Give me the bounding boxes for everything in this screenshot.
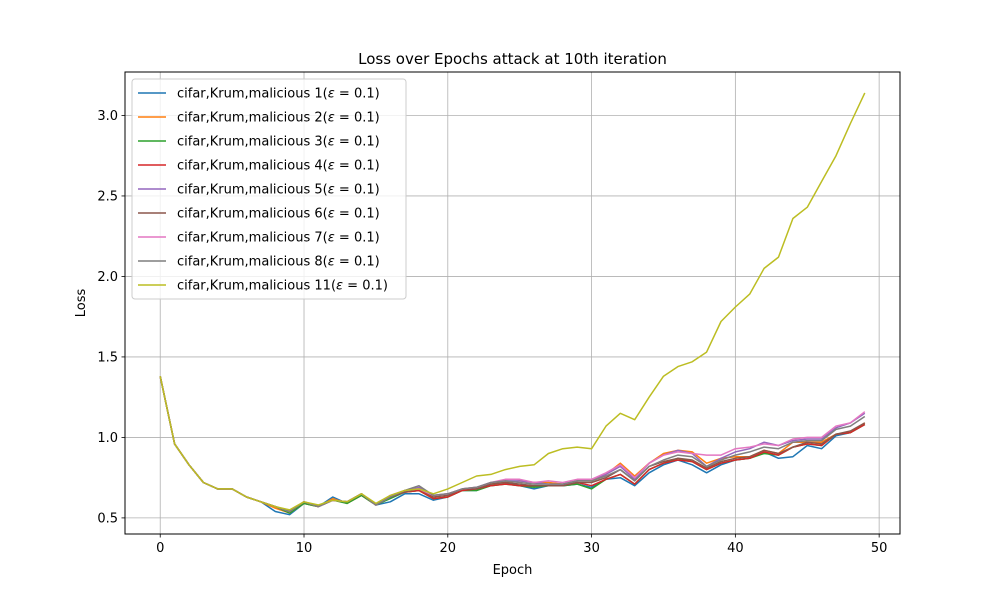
legend-box — [131, 78, 407, 300]
legend-epsilon-symbol: ε — [328, 207, 335, 222]
legend-epsilon-close: ) — [375, 111, 380, 126]
legend-epsilon-symbol: ε — [336, 279, 343, 294]
legend-epsilon-equals: = — [343, 279, 362, 294]
legend-entry: cifar,Krum,malicious 7(ε = 0.1) — [177, 231, 380, 246]
x-tick-label: 20 — [440, 541, 457, 556]
legend-epsilon-value: 0.1 — [354, 255, 375, 270]
legend-entry: cifar,Krum,malicious 6(ε = 0.1) — [177, 207, 380, 222]
series-line-9 — [159, 92, 866, 511]
legend-epsilon-value: 0.1 — [354, 87, 375, 102]
legend-epsilon-open: ( — [323, 159, 328, 174]
legend-epsilon-value: 0.1 — [362, 279, 383, 294]
legend-epsilon-symbol: ε — [328, 111, 335, 126]
x-tick-label: 30 — [583, 541, 600, 556]
grid — [125, 72, 900, 534]
y-tick-label: 3.0 — [97, 109, 118, 124]
legend-entry: cifar,Krum,malicious 11(ε = 0.1) — [177, 279, 388, 294]
legend-epsilon-close: ) — [375, 231, 380, 246]
legend-epsilon-symbol: ε — [328, 255, 335, 270]
plot-frame — [124, 71, 901, 535]
legend-epsilon-close: ) — [375, 207, 380, 222]
legend-series-name: cifar,Krum,malicious 5 — [177, 183, 323, 198]
y-tick-label: 1.0 — [97, 431, 118, 446]
legend-epsilon-equals: = — [335, 135, 354, 150]
x-axis-title: Epoch — [493, 563, 533, 578]
legend-series-name: cifar,Krum,malicious 8 — [177, 255, 323, 270]
legend-epsilon-open: ( — [323, 135, 328, 150]
legend-epsilon-symbol: ε — [328, 183, 335, 198]
legend-epsilon-value: 0.1 — [354, 183, 375, 198]
legend-epsilon-symbol: ε — [328, 231, 335, 246]
series-lines — [159, 92, 866, 516]
legend-epsilon-value: 0.1 — [354, 159, 375, 174]
legend-epsilon-equals: = — [335, 87, 354, 102]
legend-epsilon-close: ) — [375, 135, 380, 150]
legend-entry: cifar,Krum,malicious 1(ε = 0.1) — [177, 87, 380, 102]
chart-title: Loss over Epochs attack at 10th iteratio… — [358, 50, 667, 68]
legend-epsilon-open: ( — [323, 183, 328, 198]
legend-epsilon-close: ) — [375, 183, 380, 198]
y-axis-title: Loss — [74, 289, 89, 318]
legend-epsilon-value: 0.1 — [354, 111, 375, 126]
legend-entry: cifar,Krum,malicious 3(ε = 0.1) — [177, 135, 380, 150]
legend-epsilon-symbol: ε — [328, 159, 335, 174]
legend-series-name: cifar,Krum,malicious 3 — [177, 135, 323, 150]
legend-entry: cifar,Krum,malicious 8(ε = 0.1) — [177, 255, 380, 270]
y-tick-label: 0.5 — [97, 511, 118, 526]
legend-epsilon-equals: = — [335, 231, 354, 246]
legend-epsilon-open: ( — [323, 255, 328, 270]
legend-epsilon-equals: = — [335, 111, 354, 126]
legend-epsilon-value: 0.1 — [354, 231, 375, 246]
y-tick-label: 2.0 — [97, 270, 118, 285]
legend-epsilon-close: ) — [375, 87, 380, 102]
x-tick-label: 10 — [296, 541, 313, 556]
legend-epsilon-equals: = — [335, 159, 354, 174]
legend-entry: cifar,Krum,malicious 2(ε = 0.1) — [177, 111, 380, 126]
legend-series-name: cifar,Krum,malicious 2 — [177, 111, 323, 126]
x-tick-label: 0 — [156, 541, 164, 556]
legend-entry: cifar,Krum,malicious 4(ε = 0.1) — [177, 159, 380, 174]
legend-epsilon-open: ( — [323, 207, 328, 222]
y-tick-label: 2.5 — [97, 189, 118, 204]
legend-series-name: cifar,Krum,malicious 11 — [177, 279, 331, 294]
legend-epsilon-symbol: ε — [328, 87, 335, 102]
x-tick-label: 40 — [727, 541, 744, 556]
legend-epsilon-close: ) — [375, 159, 380, 174]
legend: cifar,Krum,malicious 1(ε = 0.1)cifar,Kru… — [131, 78, 407, 300]
legend-epsilon-value: 0.1 — [354, 207, 375, 222]
legend-epsilon-close: ) — [375, 255, 380, 270]
legend-epsilon-equals: = — [335, 183, 354, 198]
legend-epsilon-open: ( — [323, 111, 328, 126]
legend-epsilon-open: ( — [323, 87, 328, 102]
legend-series-name: cifar,Krum,malicious 4 — [177, 159, 323, 174]
x-tick-label: 50 — [871, 541, 888, 556]
axis-ticks: 0 10 20 30 40 50 0.5 1.0 1.5 2.0 2.5 3.0 — [97, 109, 887, 556]
legend-epsilon-symbol: ε — [328, 135, 335, 150]
legend-series-name: cifar,Krum,malicious 6 — [177, 207, 323, 222]
legend-entry: cifar,Krum,malicious 5(ε = 0.1) — [177, 183, 380, 198]
legend-series-name: cifar,Krum,malicious 7 — [177, 231, 323, 246]
legend-epsilon-close: ) — [383, 279, 388, 294]
legend-epsilon-equals: = — [335, 255, 354, 270]
legend-epsilon-open: ( — [331, 279, 336, 294]
legend-epsilon-value: 0.1 — [354, 135, 375, 150]
y-tick-label: 1.5 — [97, 350, 118, 365]
legend-series-name: cifar,Krum,malicious 1 — [177, 87, 323, 102]
legend-epsilon-open: ( — [323, 231, 328, 246]
legend-epsilon-equals: = — [335, 207, 354, 222]
